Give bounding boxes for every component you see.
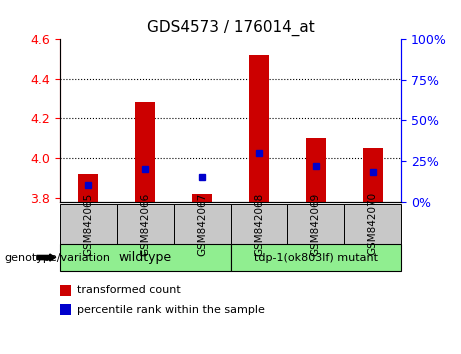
Bar — [192, 194, 212, 202]
Title: GDS4573 / 176014_at: GDS4573 / 176014_at — [147, 20, 314, 36]
Text: GSM842068: GSM842068 — [254, 192, 264, 256]
Text: GSM842066: GSM842066 — [140, 192, 150, 256]
Bar — [306, 138, 326, 202]
Bar — [363, 148, 383, 202]
Text: tdp-1(ok803lf) mutant: tdp-1(ok803lf) mutant — [254, 252, 378, 263]
Text: GSM842069: GSM842069 — [311, 192, 321, 256]
Bar — [135, 103, 155, 202]
Text: GSM842067: GSM842067 — [197, 192, 207, 256]
Text: genotype/variation: genotype/variation — [5, 252, 111, 263]
Text: percentile rank within the sample: percentile rank within the sample — [77, 305, 265, 315]
Bar — [249, 55, 269, 202]
Text: transformed count: transformed count — [77, 285, 181, 295]
Text: GSM842070: GSM842070 — [367, 192, 378, 256]
Text: wildtype: wildtype — [118, 251, 172, 264]
Bar — [78, 174, 98, 202]
Text: GSM842065: GSM842065 — [83, 192, 94, 256]
